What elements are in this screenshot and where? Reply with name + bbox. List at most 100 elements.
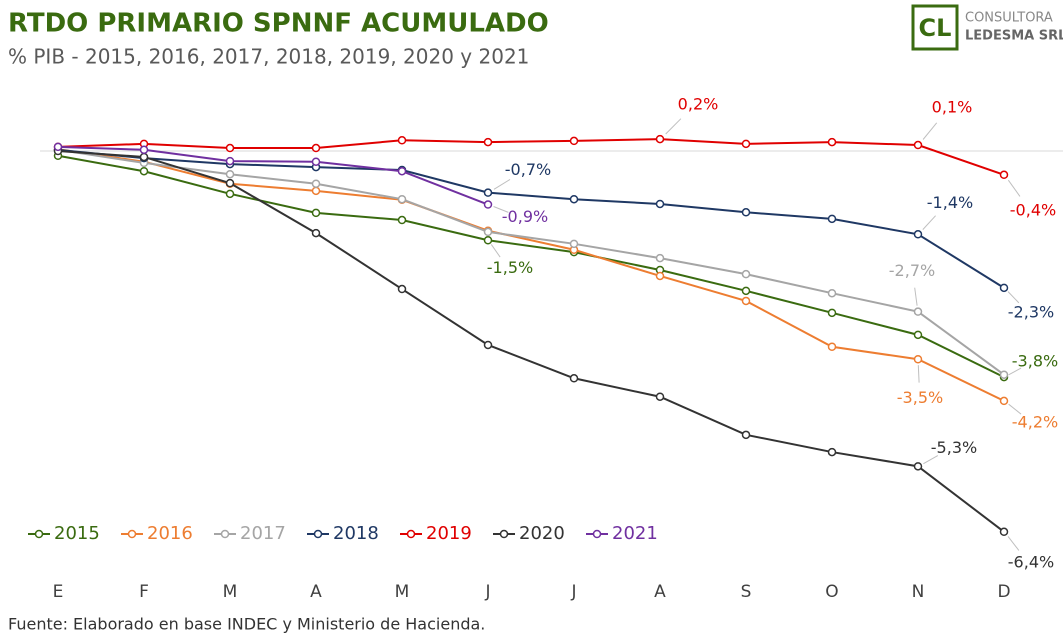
- data-label: -1,4%: [927, 193, 973, 212]
- data-label: -5,3%: [931, 438, 977, 457]
- data-label: 0,1%: [932, 98, 973, 117]
- point: [225, 178, 235, 188]
- point: [139, 152, 149, 162]
- point: [569, 194, 579, 204]
- x-tick-label: M: [395, 582, 410, 602]
- x-tick-label: S: [741, 582, 752, 602]
- point: [655, 134, 665, 144]
- point: [827, 342, 837, 352]
- point: [225, 189, 235, 199]
- point: [483, 227, 493, 237]
- point: [999, 527, 1009, 537]
- logo-mark: CL: [919, 14, 952, 42]
- series-line: [57, 154, 1005, 378]
- leader-line: [1007, 291, 1020, 304]
- leader-line: [914, 287, 918, 306]
- leader-line: [923, 455, 939, 465]
- x-tick-label: E: [53, 582, 64, 602]
- x-tick-label: A: [654, 582, 666, 602]
- x-tick-label: F: [139, 582, 149, 602]
- point: [655, 392, 665, 401]
- x-tick-label: N: [912, 582, 925, 602]
- point: [999, 170, 1009, 180]
- source: Fuente: Elaborado en base INDEC y Minist…: [8, 615, 485, 634]
- series-line: [57, 138, 1005, 176]
- point: [569, 239, 579, 249]
- point: [225, 156, 235, 166]
- point: [827, 447, 837, 457]
- point: [655, 271, 665, 281]
- point: [741, 269, 751, 279]
- leader-line: [665, 118, 682, 135]
- legend-label: 2017: [240, 523, 286, 544]
- data-label: -2,3%: [1008, 302, 1054, 321]
- leader-line: [922, 215, 936, 230]
- point: [139, 166, 149, 176]
- point: [225, 169, 235, 179]
- point: [913, 462, 923, 471]
- point: [913, 355, 923, 364]
- point: [311, 208, 321, 218]
- leader-line: [1008, 403, 1022, 415]
- point: [913, 330, 923, 340]
- point: [999, 370, 1009, 379]
- legend-label: 2016: [147, 523, 193, 544]
- legend-marker: [313, 529, 323, 539]
- point: [827, 137, 837, 147]
- series-line: [57, 145, 489, 206]
- leader-line: [922, 122, 938, 140]
- data-label: -2,7%: [889, 261, 935, 280]
- leader-line: [1007, 179, 1021, 197]
- point: [225, 143, 235, 153]
- point: [483, 188, 493, 197]
- point: [741, 208, 751, 217]
- point: [741, 139, 751, 149]
- legend-marker: [406, 529, 416, 539]
- x-tick-label: J: [484, 582, 490, 602]
- point: [397, 166, 407, 176]
- data-label: -3,5%: [897, 388, 943, 407]
- point: [999, 283, 1009, 293]
- point: [913, 230, 923, 239]
- series-line: [57, 148, 1005, 289]
- point: [741, 296, 751, 306]
- point: [655, 253, 665, 263]
- leader-line: [1008, 367, 1022, 376]
- point: [999, 396, 1009, 406]
- point: [569, 374, 579, 383]
- logo-line1: CONSULTORA: [965, 11, 1053, 26]
- chart-title: RTDO PRIMARIO SPNNF ACUMULADO: [8, 9, 549, 39]
- logo-box: [911, 4, 959, 51]
- data-label: -0,9%: [502, 207, 548, 226]
- legend-label: 2015: [54, 523, 100, 544]
- legend-label: 2019: [426, 523, 472, 544]
- point: [741, 286, 751, 296]
- x-tick-label: J: [570, 582, 576, 602]
- leader-line: [493, 179, 511, 190]
- point: [53, 142, 63, 152]
- data-label: -6,4%: [1008, 552, 1054, 571]
- point: [569, 136, 579, 146]
- data-label: -0,7%: [505, 160, 551, 179]
- leader-line: [493, 206, 509, 213]
- point: [311, 228, 321, 238]
- logo-line2: LEDESMA SRL: [965, 29, 1063, 44]
- point: [827, 214, 837, 224]
- chart-subtitle: % PIB - 2015, 2016, 2017, 2018, 2019, 20…: [8, 45, 529, 69]
- data-label: -4,2%: [1012, 412, 1058, 431]
- point: [913, 140, 923, 150]
- point: [397, 136, 407, 145]
- series-line: [57, 148, 1005, 376]
- data-label: 0,2%: [678, 95, 719, 114]
- x-tick-label: O: [825, 582, 838, 602]
- point: [311, 157, 321, 166]
- legend-label: 2021: [612, 523, 658, 544]
- legend-label: 2020: [519, 523, 565, 544]
- point: [311, 143, 321, 153]
- point: [139, 145, 149, 155]
- data-label: -3,8%: [1012, 352, 1058, 371]
- point: [397, 194, 407, 204]
- point: [827, 308, 837, 318]
- point: [397, 215, 407, 225]
